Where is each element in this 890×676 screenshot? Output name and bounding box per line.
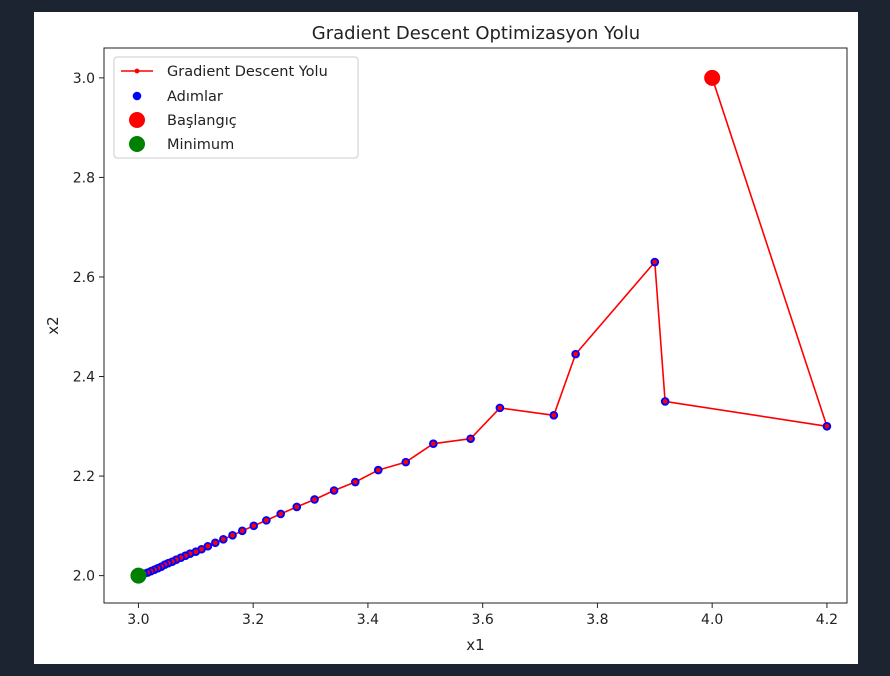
x-tick-label: 3.6 — [472, 612, 494, 628]
path-marker — [468, 436, 474, 442]
path-marker — [230, 532, 235, 538]
legend-big-dot-swatch — [129, 112, 145, 128]
ticks-layer: 3.0 3.2 3.4 3.6 3.8 4.0 4.2 2.0 2.2 2.4 2.6 2.8 3.0 — [73, 71, 838, 628]
path-marker — [294, 504, 300, 510]
x-tick-label: 3.0 — [127, 612, 149, 628]
minimum-point — [130, 567, 147, 584]
x-tick-label: 3.2 — [242, 612, 264, 628]
legend-big-dot-swatch — [129, 136, 145, 152]
path-marker — [403, 459, 409, 465]
legend-label: Başlangıç — [167, 113, 237, 129]
legend: Gradient Descent Yolu Adımlar Başlangıç Min… — [113, 56, 359, 159]
legend-dot-swatch — [132, 91, 142, 101]
legend-label: Adımlar — [167, 89, 223, 105]
chart-svg: Gradient Descent Optimizasyon Yolu 3.0 3.… — [44, 23, 848, 654]
path-marker — [220, 536, 226, 542]
path-marker — [551, 412, 557, 418]
path-marker — [430, 441, 436, 447]
path-marker — [251, 523, 257, 529]
y-tick-label: 2.6 — [73, 270, 95, 286]
legend-label: Gradient Descent Yolu — [167, 64, 328, 80]
path-marker — [193, 549, 199, 555]
x-tick-label: 4.2 — [816, 612, 838, 628]
y-tick-label: 3.0 — [73, 71, 95, 87]
y-tick-label: 2.0 — [73, 569, 95, 585]
path-marker — [263, 517, 269, 523]
path-marker — [312, 497, 317, 502]
path-marker — [652, 259, 658, 265]
path-marker — [573, 351, 579, 357]
legend-box — [113, 56, 359, 159]
y-tick-label: 2.4 — [73, 370, 95, 386]
start-point — [704, 69, 721, 86]
x-tick-label: 3.4 — [357, 612, 379, 628]
path-marker — [662, 399, 668, 404]
path-marker — [331, 488, 337, 493]
path-marker — [278, 511, 284, 517]
plot-frame — [103, 47, 848, 604]
x-tick-label: 3.8 — [586, 612, 608, 628]
path-marker — [239, 528, 245, 534]
path-marker — [352, 479, 358, 485]
path-marker — [375, 467, 381, 473]
y-axis-label: x2 — [44, 316, 62, 334]
y-tick-label: 2.2 — [73, 469, 95, 485]
x-axis-label: x1 — [466, 636, 484, 654]
path-marker — [205, 543, 211, 549]
legend-label: Minimum — [167, 137, 234, 153]
y-tick-label: 2.8 — [73, 170, 95, 186]
path-marker — [212, 540, 218, 546]
path-marker — [497, 405, 503, 411]
x-tick-label: 4.0 — [701, 612, 723, 628]
path-marker — [824, 423, 830, 429]
legend-line-marker — [134, 68, 140, 74]
chart-title: Gradient Descent Optimizasyon Yolu — [312, 23, 640, 44]
chart-figure: Gradient Descent Optimizasyon Yolu 3.0 3.… — [34, 12, 858, 664]
plot-layer — [130, 69, 832, 584]
path-marker — [199, 546, 204, 552]
